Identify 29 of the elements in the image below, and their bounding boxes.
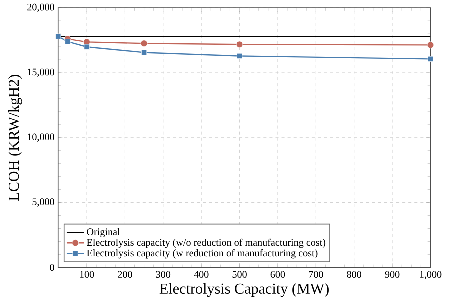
legend-label: Electrolysis capacity (w/o reduction of manufacturing cost) (87, 238, 326, 248)
point (141, 50, 148, 56)
y-tick-label: 10,000 (28, 134, 54, 142)
y-tick-label: 5,000 (32, 198, 54, 207)
point (140, 40, 148, 48)
point (236, 53, 243, 60)
y-tick-label: 15,000 (28, 68, 54, 78)
legend-label: Original (87, 228, 120, 238)
x-tick-label: 100 (80, 271, 94, 278)
point (427, 42, 434, 49)
point (236, 41, 244, 48)
x-tick-label: 800 (347, 271, 362, 278)
x-tick-label: 200 (118, 271, 132, 278)
x-tick-label: 300 (156, 271, 171, 278)
x-axis-title: Electrolysis Capacity (MW) (160, 283, 329, 298)
x-tick-label: 600 (270, 271, 286, 278)
x-tick-label: 400 (194, 271, 209, 278)
point (428, 56, 434, 62)
x-tick-label: 1,000 (420, 271, 442, 280)
x-tick-label: 500 (232, 271, 247, 278)
x-tick-label: 900 (385, 271, 400, 278)
y-tick-label: 20,000 (28, 4, 54, 12)
point (65, 39, 71, 45)
x-tick-label: 700 (309, 271, 324, 278)
point (84, 44, 90, 50)
y-axis-title: LCOH (KRW/kgH2) (8, 75, 22, 201)
legend-label: Electrolysis capacity (w reduction of manufacturing cost) (87, 250, 318, 259)
point (56, 34, 62, 40)
y-tick-label: 0 (50, 264, 54, 272)
